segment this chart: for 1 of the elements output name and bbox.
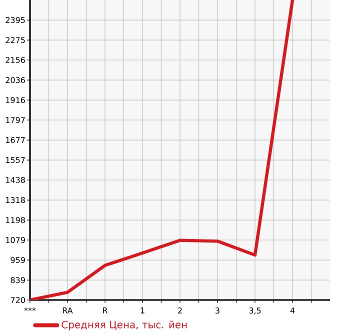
- legend-label: Средняя Цена, тыс. йен: [62, 320, 187, 330]
